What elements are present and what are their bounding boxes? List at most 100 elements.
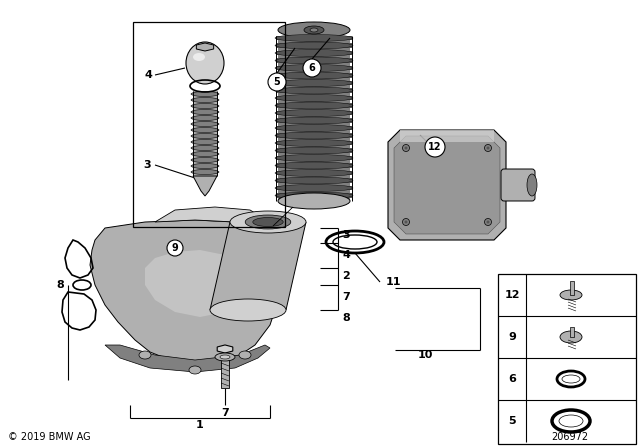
Circle shape	[169, 242, 181, 254]
Ellipse shape	[527, 174, 537, 196]
Ellipse shape	[560, 290, 582, 300]
Ellipse shape	[191, 98, 219, 103]
Polygon shape	[217, 345, 233, 353]
Ellipse shape	[220, 355, 230, 359]
Bar	[276, 103, 352, 108]
Ellipse shape	[191, 91, 219, 96]
Bar	[276, 171, 352, 175]
Ellipse shape	[191, 169, 219, 175]
Ellipse shape	[275, 72, 353, 79]
Polygon shape	[193, 176, 217, 196]
Bar	[276, 194, 352, 198]
Polygon shape	[196, 43, 214, 51]
Ellipse shape	[191, 139, 219, 145]
Bar	[276, 178, 352, 183]
Ellipse shape	[245, 215, 291, 229]
Bar	[278, 36, 350, 201]
Polygon shape	[145, 250, 245, 317]
Text: 6: 6	[308, 63, 316, 73]
Ellipse shape	[275, 57, 353, 64]
Ellipse shape	[275, 177, 353, 184]
Bar	[570, 327, 574, 337]
Ellipse shape	[278, 193, 350, 209]
Bar	[276, 164, 352, 168]
Circle shape	[172, 245, 178, 251]
Text: 12: 12	[428, 142, 442, 152]
Ellipse shape	[191, 134, 219, 138]
Bar	[276, 88, 352, 93]
Ellipse shape	[191, 103, 219, 108]
FancyBboxPatch shape	[501, 169, 535, 201]
Ellipse shape	[275, 65, 353, 72]
Bar	[276, 96, 352, 100]
Text: 3: 3	[342, 230, 350, 240]
Ellipse shape	[253, 217, 283, 227]
Bar	[276, 81, 352, 85]
Bar	[276, 43, 352, 47]
Circle shape	[425, 137, 445, 157]
Text: 3: 3	[143, 160, 151, 170]
Bar	[276, 118, 352, 123]
Polygon shape	[394, 136, 500, 234]
Ellipse shape	[304, 26, 324, 34]
Text: 7: 7	[342, 292, 350, 302]
Bar	[276, 126, 352, 130]
Bar	[276, 58, 352, 63]
Bar	[276, 36, 352, 40]
Bar	[276, 134, 352, 138]
Polygon shape	[90, 220, 283, 365]
Bar	[570, 281, 574, 295]
Ellipse shape	[275, 147, 353, 154]
Text: 11: 11	[385, 277, 401, 287]
Circle shape	[486, 146, 490, 150]
Ellipse shape	[275, 139, 353, 146]
Bar	[276, 148, 352, 153]
Ellipse shape	[275, 87, 353, 94]
Text: 12: 12	[504, 290, 520, 300]
Ellipse shape	[191, 151, 219, 156]
Circle shape	[484, 219, 492, 225]
Ellipse shape	[310, 28, 318, 32]
Text: 8: 8	[342, 313, 350, 323]
Ellipse shape	[275, 169, 353, 177]
Circle shape	[486, 220, 490, 224]
Bar	[276, 111, 352, 115]
Text: 206972: 206972	[552, 432, 589, 442]
Ellipse shape	[191, 121, 219, 126]
Circle shape	[268, 73, 286, 91]
Ellipse shape	[275, 132, 353, 139]
Bar	[498, 274, 636, 444]
Text: 2: 2	[342, 271, 350, 281]
Text: 6: 6	[508, 374, 516, 384]
Text: 5: 5	[508, 416, 516, 426]
Ellipse shape	[230, 211, 306, 233]
Text: 4: 4	[144, 70, 152, 80]
Circle shape	[167, 240, 183, 256]
Bar	[276, 51, 352, 55]
Text: 1: 1	[196, 420, 204, 430]
Ellipse shape	[560, 331, 582, 343]
Ellipse shape	[191, 109, 219, 115]
Text: 5: 5	[274, 77, 280, 87]
Polygon shape	[210, 222, 306, 310]
Bar	[276, 73, 352, 78]
Circle shape	[404, 146, 408, 150]
Circle shape	[403, 219, 410, 225]
Ellipse shape	[275, 185, 353, 191]
Ellipse shape	[191, 116, 219, 121]
Ellipse shape	[275, 192, 353, 199]
Bar	[221, 360, 229, 388]
Text: © 2019 BMW AG: © 2019 BMW AG	[8, 432, 91, 442]
Ellipse shape	[275, 117, 353, 124]
Ellipse shape	[275, 34, 353, 42]
Ellipse shape	[275, 79, 353, 86]
Polygon shape	[388, 130, 506, 240]
Ellipse shape	[191, 146, 219, 151]
Ellipse shape	[275, 125, 353, 132]
Bar	[400, 130, 494, 142]
Text: 9: 9	[172, 243, 179, 253]
Text: 10: 10	[417, 350, 433, 360]
Ellipse shape	[191, 164, 219, 168]
Ellipse shape	[275, 102, 353, 109]
Ellipse shape	[275, 109, 353, 116]
